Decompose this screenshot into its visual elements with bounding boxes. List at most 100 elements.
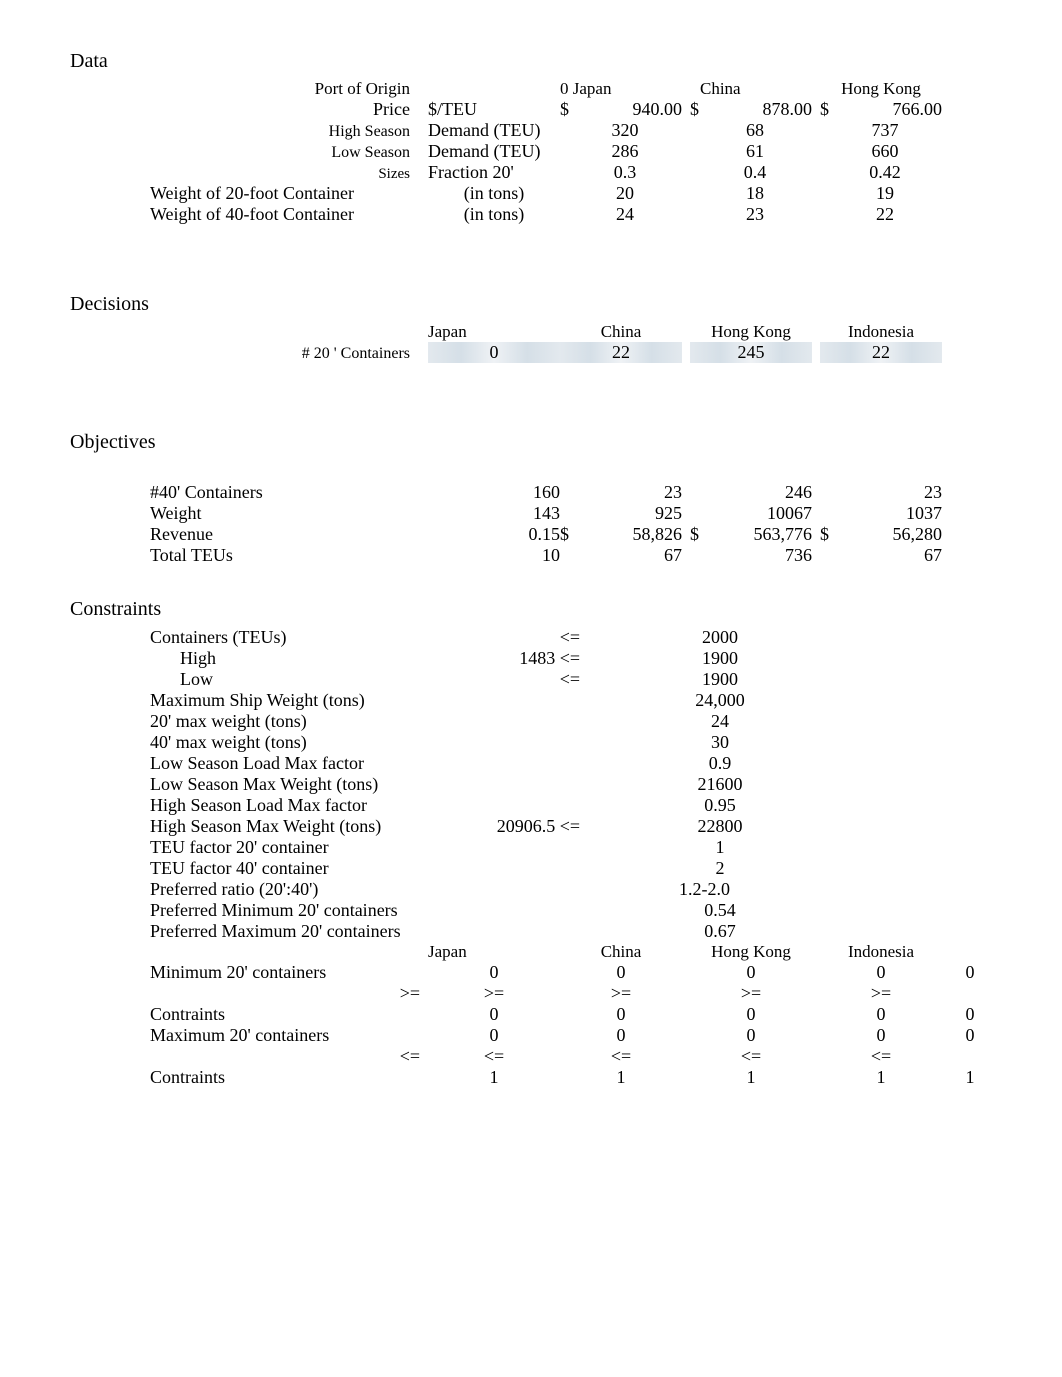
obj-teu-label: Total TEUs bbox=[70, 545, 420, 566]
w20-label: Weight of 20-foot Container bbox=[70, 183, 420, 204]
cons-containers-label: Containers (TEUs) bbox=[70, 627, 420, 648]
cons-hsmw-val: 22800 bbox=[590, 816, 850, 837]
mm-ge-4: >= bbox=[820, 983, 950, 1004]
cons-high-left: 1483 bbox=[519, 648, 555, 668]
obj-wt-label: Weight bbox=[70, 503, 420, 524]
high-season-row: High Season Demand (TEU) 320 68 737 bbox=[70, 120, 992, 141]
cons-lsmw-label: Low Season Max Weight (tons) bbox=[70, 774, 420, 795]
obj-rev-v4: 56,280 bbox=[840, 524, 942, 545]
cons-pmax-label: Preferred Maximum 20' containers bbox=[70, 921, 420, 942]
cons-tf20-label: TEU factor 20' container bbox=[70, 837, 420, 858]
obj-c40-label: #40' Containers bbox=[70, 482, 420, 503]
w20-china: 18 bbox=[690, 183, 820, 204]
sizes-unit: Fraction 20' bbox=[420, 162, 560, 183]
mm-ge-2: >= bbox=[560, 983, 690, 1004]
price-japan: 940.00 bbox=[580, 99, 682, 120]
mm-le-row: <= <= <= <= <= bbox=[70, 1046, 992, 1067]
dec-japan: Japan bbox=[420, 322, 560, 342]
mm-contr2-v1: 1 bbox=[420, 1067, 560, 1088]
cons-hsmf-label: High Season Load Max factor bbox=[70, 795, 420, 816]
w40-china: 23 bbox=[690, 204, 820, 225]
low-china: 61 bbox=[690, 141, 820, 162]
cons-tf40-val: 2 bbox=[590, 858, 850, 879]
mm-hk: Hong Kong bbox=[690, 942, 820, 962]
low-label: Low Season bbox=[70, 144, 420, 162]
mm-max20-label: Maximum 20' containers bbox=[70, 1025, 420, 1046]
cons-low-row: Low <= 1900 bbox=[70, 669, 992, 690]
low-japan: 286 bbox=[560, 141, 690, 162]
dec-china-val[interactable]: 22 bbox=[560, 342, 682, 363]
col-zero: 0 bbox=[560, 79, 569, 98]
mm-max20-v4: 0 bbox=[820, 1025, 950, 1046]
section-constraints: Constraints bbox=[70, 598, 992, 621]
cons-pmax-row: Preferred Maximum 20' containers 0.67 bbox=[70, 921, 992, 942]
cons-max40-val: 30 bbox=[590, 732, 850, 753]
cons-high-op: <= bbox=[560, 648, 580, 668]
obj-teu-v3: 736 bbox=[690, 545, 820, 566]
mm-max20-row: Maximum 20' containers 0 0 0 0 0 bbox=[70, 1025, 992, 1046]
cons-containers-row: Containers (TEUs) <= 2000 bbox=[70, 627, 992, 648]
obj-c40-v2: 23 bbox=[560, 482, 690, 503]
obj-wt-v1: 143 bbox=[420, 503, 560, 524]
obj-teu-v4: 67 bbox=[820, 545, 950, 566]
price-hk: 766.00 bbox=[840, 99, 942, 120]
mm-max20-v2: 0 bbox=[560, 1025, 690, 1046]
price-china: 878.00 bbox=[710, 99, 812, 120]
low-hk: 660 bbox=[820, 141, 950, 162]
obj-teu-v1: 10 bbox=[420, 545, 560, 566]
obj-c40-v3: 246 bbox=[690, 482, 820, 503]
cons-tf20-val: 1 bbox=[590, 837, 850, 858]
w20-japan: 20 bbox=[560, 183, 690, 204]
sizes-china: 0.4 bbox=[690, 162, 820, 183]
mm-min20-v5: 0 bbox=[950, 962, 990, 983]
dec-indo-val[interactable]: 22 bbox=[820, 342, 942, 363]
cons-ratio-val: 1.2-2.0 bbox=[590, 879, 730, 900]
mm-ge-0: >= bbox=[70, 983, 420, 1004]
price-china-sym: $ bbox=[690, 99, 710, 120]
price-unit: $/TEU bbox=[420, 99, 560, 120]
cons-tf40-label: TEU factor 40' container bbox=[70, 858, 420, 879]
cons-low-label: Low bbox=[70, 669, 420, 690]
cons-containers-val: 2000 bbox=[590, 627, 850, 648]
cons-max40-row: 40' max weight (tons) 30 bbox=[70, 732, 992, 753]
obj-rev-label: Revenue bbox=[70, 524, 420, 545]
obj-rev-s1: $ bbox=[560, 524, 580, 545]
sizes-label: Sizes bbox=[70, 166, 420, 183]
col-hongkong: Hong Kong bbox=[820, 79, 950, 99]
obj-teu-v2: 67 bbox=[560, 545, 690, 566]
mm-min20-label: Minimum 20' containers bbox=[70, 962, 420, 983]
cons-tf20-row: TEU factor 20' container 1 bbox=[70, 837, 992, 858]
cons-pmin-row: Preferred Minimum 20' containers 0.54 bbox=[70, 900, 992, 921]
mm-indo: Indonesia bbox=[820, 942, 950, 962]
mm-contr1-v4: 0 bbox=[820, 1004, 950, 1025]
obj-rev-v2: 58,826 bbox=[580, 524, 682, 545]
high-japan: 320 bbox=[560, 120, 690, 141]
dec-hk-val[interactable]: 245 bbox=[690, 342, 812, 363]
mm-max20-v5: 0 bbox=[950, 1025, 990, 1046]
mm-le-4: <= bbox=[820, 1046, 950, 1067]
dec-japan-val[interactable]: 0 bbox=[428, 342, 560, 363]
price-hk-sym: $ bbox=[820, 99, 840, 120]
mm-min20-v3: 0 bbox=[690, 962, 820, 983]
mm-china: China bbox=[560, 942, 690, 962]
obj-c40-row: #40' Containers 160 23 246 23 bbox=[70, 482, 992, 503]
obj-teu-row: Total TEUs 10 67 736 67 bbox=[70, 545, 992, 566]
cons-lsmf-val: 0.9 bbox=[590, 753, 850, 774]
cons-max20-label: 20' max weight (tons) bbox=[70, 711, 420, 732]
cons-hsmw-label: High Season Max Weight (tons) bbox=[70, 816, 420, 837]
obj-wt-row: Weight 143 925 10067 1037 bbox=[70, 503, 992, 524]
mm-max20-v1: 0 bbox=[420, 1025, 560, 1046]
mm-contr1-v5: 0 bbox=[950, 1004, 990, 1025]
cons-ratio-label: Preferred ratio (20':40') bbox=[70, 879, 420, 900]
obj-wt-v3: 10067 bbox=[690, 503, 820, 524]
mm-contr2-v2: 1 bbox=[560, 1067, 690, 1088]
mm-ge-row: >= >= >= >= >= bbox=[70, 983, 992, 1004]
w40-label: Weight of 40-foot Container bbox=[70, 204, 420, 225]
cons-pmax-val: 0.67 bbox=[590, 921, 850, 942]
cons-pmin-val: 0.54 bbox=[590, 900, 850, 921]
obj-wt-v4: 1037 bbox=[820, 503, 950, 524]
data-header-row: Port of Origin 0 Japan China Hong Kong bbox=[70, 79, 992, 99]
w20-unit: (in tons) bbox=[420, 183, 560, 204]
w40-unit: (in tons) bbox=[420, 204, 560, 225]
cons-maxship-label: Maximum Ship Weight (tons) bbox=[70, 690, 420, 711]
